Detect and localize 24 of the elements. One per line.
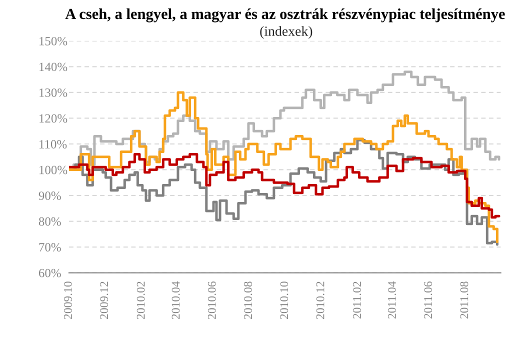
x-tick-label: 2009.10	[64, 282, 72, 319]
x-tick-label: 2011.04	[388, 281, 396, 319]
x-tick-label: 2010.06	[208, 281, 216, 319]
y-tick-label: 120%	[40, 114, 68, 123]
y-tick-label: 130%	[40, 88, 68, 97]
x-tick-label: 2011.08	[460, 282, 468, 319]
x-tick-label: 2011.06	[424, 281, 432, 319]
chart-subtitle: (indexek)	[260, 26, 312, 39]
y-tick-label: 80%	[38, 217, 61, 226]
y-tick-label: 60%	[38, 268, 61, 278]
x-tick-label: 2010.04	[172, 281, 180, 319]
y-tick-label: 70%	[39, 243, 61, 252]
x-tick-label: 2009.12	[100, 282, 108, 319]
y-tick-label: 110%	[40, 140, 67, 148]
x-tick-label: 2010.02	[136, 282, 145, 319]
y-tick-label: 90%	[38, 192, 61, 200]
x-tick-label: 2010.12	[316, 282, 324, 319]
x-tick-label: 2011.02	[353, 282, 362, 319]
y-tick-label: 150%	[40, 36, 68, 46]
x-tick-label: 2010.08	[244, 282, 252, 319]
y-tick-label: 140%	[40, 62, 68, 72]
x-tick-label: 2010.10	[280, 282, 288, 319]
y-tick-label: 100%	[40, 166, 68, 174]
chart-title: A cseh, a lengyel, a magyar és az osztrák részvénypiac teljesítménye	[65, 8, 505, 22]
